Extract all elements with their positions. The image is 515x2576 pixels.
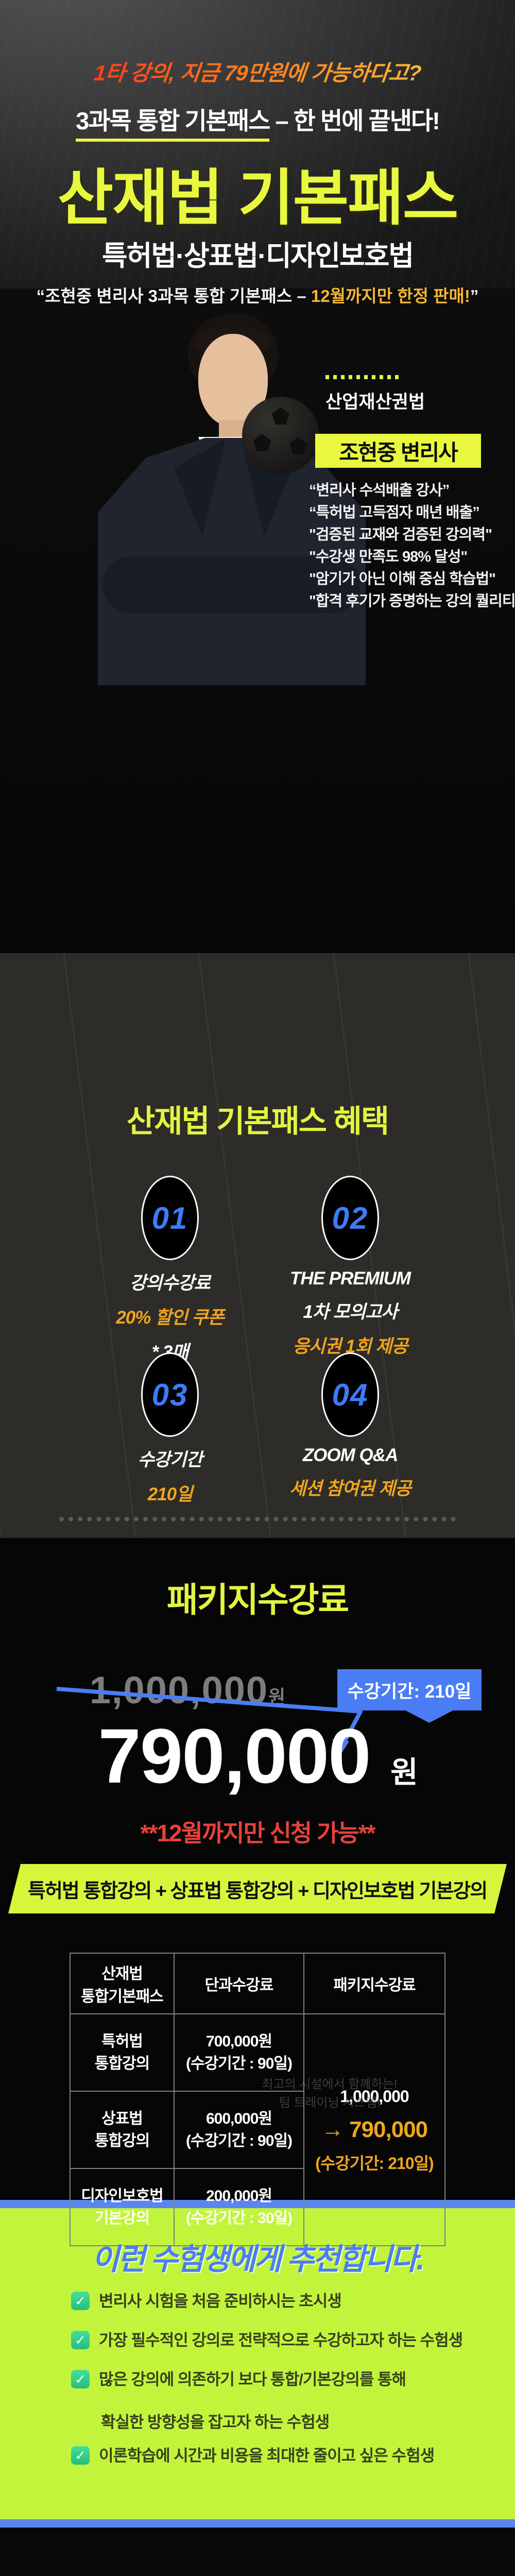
hero-subtitle-underlined: 3과목 통합 기본패스 (76, 107, 270, 142)
table-row: 디자인보호법 기본강의 200,000원 (수강기간 : 30일) (70, 2168, 445, 2246)
benefit-item-4: 04 ZOOM Q&A 세션 참여권 제공 (268, 1352, 433, 1500)
benefit-number-badge: 04 (321, 1352, 379, 1437)
benefit-number-badge: 01 (141, 1176, 199, 1260)
benefits-title: 산재법 기본패스 혜택 (126, 1104, 389, 1139)
dotted-divider (59, 1517, 456, 1521)
deadline-note: **12월까지만 신청 가능** (140, 1820, 376, 1846)
table-row: 상표법 통합강의 600,000원 (수강기간 : 90일) (70, 2091, 445, 2169)
court-background (0, 953, 515, 1538)
hero-tagline: 1타 강의, 지금 79만원에 가능하다고? (0, 56, 515, 87)
price-table: 산재법 통합기본패스 단과수강료 패키지수강료 특허법 통합강의 700,000원(… (70, 1953, 445, 2246)
benefit-label: 강의수강료 (129, 1273, 211, 1293)
table-merged-cell: 1,000,000 → 790,000 (수강기간: 210일) (303, 2013, 445, 2246)
benefit-label: 1차 모의고사 (303, 1302, 398, 1322)
instructor-quote: “변리사 수석배출 강사” (309, 482, 450, 499)
benefit-highlight: 210일 (147, 1484, 193, 1504)
benefit-label: ZOOM Q&A (302, 1445, 398, 1465)
cta-background (0, 2528, 515, 2576)
benefit-number-badge: 03 (141, 1352, 199, 1437)
recommend-title: 이런 수험생에게 추천합니다. (92, 2243, 425, 2276)
hero-subtitle: 3과목 통합 기본패스 – 한 번에 끝낸다! (0, 101, 515, 142)
page-title: 산재법 기본패스 (57, 164, 459, 232)
final-price: 790,000 원 (98, 1713, 418, 1799)
check-icon: ✓ (71, 2292, 90, 2310)
background-watermark: 최고의 시설에서 함께하는! 팀 트레이닝 시스템! (262, 2077, 398, 2110)
hero-quote-text: “조현중 변리사 3과목 통합 기본패스 – (36, 286, 311, 306)
recommend-item-continuation: 확실한 방향성을 잡고자 하는 수험생 (101, 2413, 330, 2431)
hero-subjects: 특허법·상표법·디자인보호법 (101, 241, 414, 272)
instructor-quote: "암기가 아닌 이해 중심 학습법" (309, 571, 496, 587)
instructor-photo (67, 309, 366, 685)
recommend-item: ✓ 가장 필수적인 강의로 전략적으로 수강하고자 하는 수험생 (71, 2331, 504, 2350)
benefit-item-1: 01 강의수강료 20% 할인 쿠폰 * 3매 (88, 1176, 252, 1364)
pricing-title: 패키지수강료 (166, 1581, 349, 1619)
benefit-label: THE PREMIUM (290, 1268, 411, 1289)
hero-subtitle-rest: – 한 번에 끝낸다! (269, 107, 440, 134)
instructor-quote: “특허법 고득점자 매년 배출” (309, 504, 480, 521)
instructor-quote: "수강생 만족도 98% 달성" (309, 549, 468, 565)
hero-quote-highlight: 12월까지만 한정 판매! (311, 286, 470, 306)
benefit-item-2: 02 THE PREMIUM 1차 모의고사 응시권 1회 제공 (268, 1176, 433, 1358)
benefit-highlight: 20% 할인 쿠폰 (116, 1308, 224, 1328)
benefit-item-3: 03 수강기간 210일 (88, 1352, 252, 1506)
duration-badge: 수강기간: 210일 (337, 1669, 482, 1710)
bundle-banner-text: 특허법 통합강의 + 상표법 통합강의 + 디자인보호법 기본강의 (28, 1880, 487, 1902)
benefit-number-badge: 02 (321, 1176, 379, 1260)
table-row: 특허법 통합강의 700,000원 (수강기간 : 90일) 1,000,000 →… (70, 2013, 445, 2246)
instructor-quote: "합격 후기가 증명하는 강의 퀄리티" (309, 593, 515, 609)
strikethrough-arrow (56, 1687, 363, 1756)
recommend-item: ✓ 많은 강의에 의존하기 보다 통합/기본강의를 통해 (71, 2370, 504, 2389)
dotted-accent (325, 375, 403, 379)
instructor-name-badge: 조현중 변리사 (315, 434, 481, 468)
instructor-category: 산업재산권법 (325, 392, 425, 412)
hero-background (0, 0, 515, 289)
table-header-row: 산재법 통합기본패스 단과수강료 패키지수강료 (70, 1953, 445, 2014)
recommend-item: ✓ 변리사 시험을 처음 준비하시는 초시생 (71, 2292, 504, 2311)
instructor-quote: "검증된 교재와 검증된 강의력" (309, 527, 492, 543)
bundle-banner: 특허법 통합강의 + 상표법 통합강의 + 디자인보호법 기본강의 (8, 1864, 507, 1913)
soccer-ball-graphic (242, 397, 319, 474)
benefit-highlight: 세션 참여권 제공 (289, 1479, 411, 1499)
recommend-background (0, 2208, 515, 2519)
benefit-label: 수강기간 (138, 1450, 203, 1470)
recommend-item: ✓ 이론학습에 시간과 비용을 최대한 줄이고 싶은 수험생 (71, 2446, 504, 2465)
check-icon: ✓ (71, 2331, 90, 2349)
check-icon: ✓ (71, 2446, 90, 2465)
blue-stripe-bottom (0, 2519, 515, 2528)
hero-quote: “조현중 변리사 3과목 통합 기본패스 – 12월까지만 한정 판매!” (0, 282, 515, 307)
hero-quote-close: ” (470, 286, 479, 306)
check-icon: ✓ (71, 2370, 90, 2388)
